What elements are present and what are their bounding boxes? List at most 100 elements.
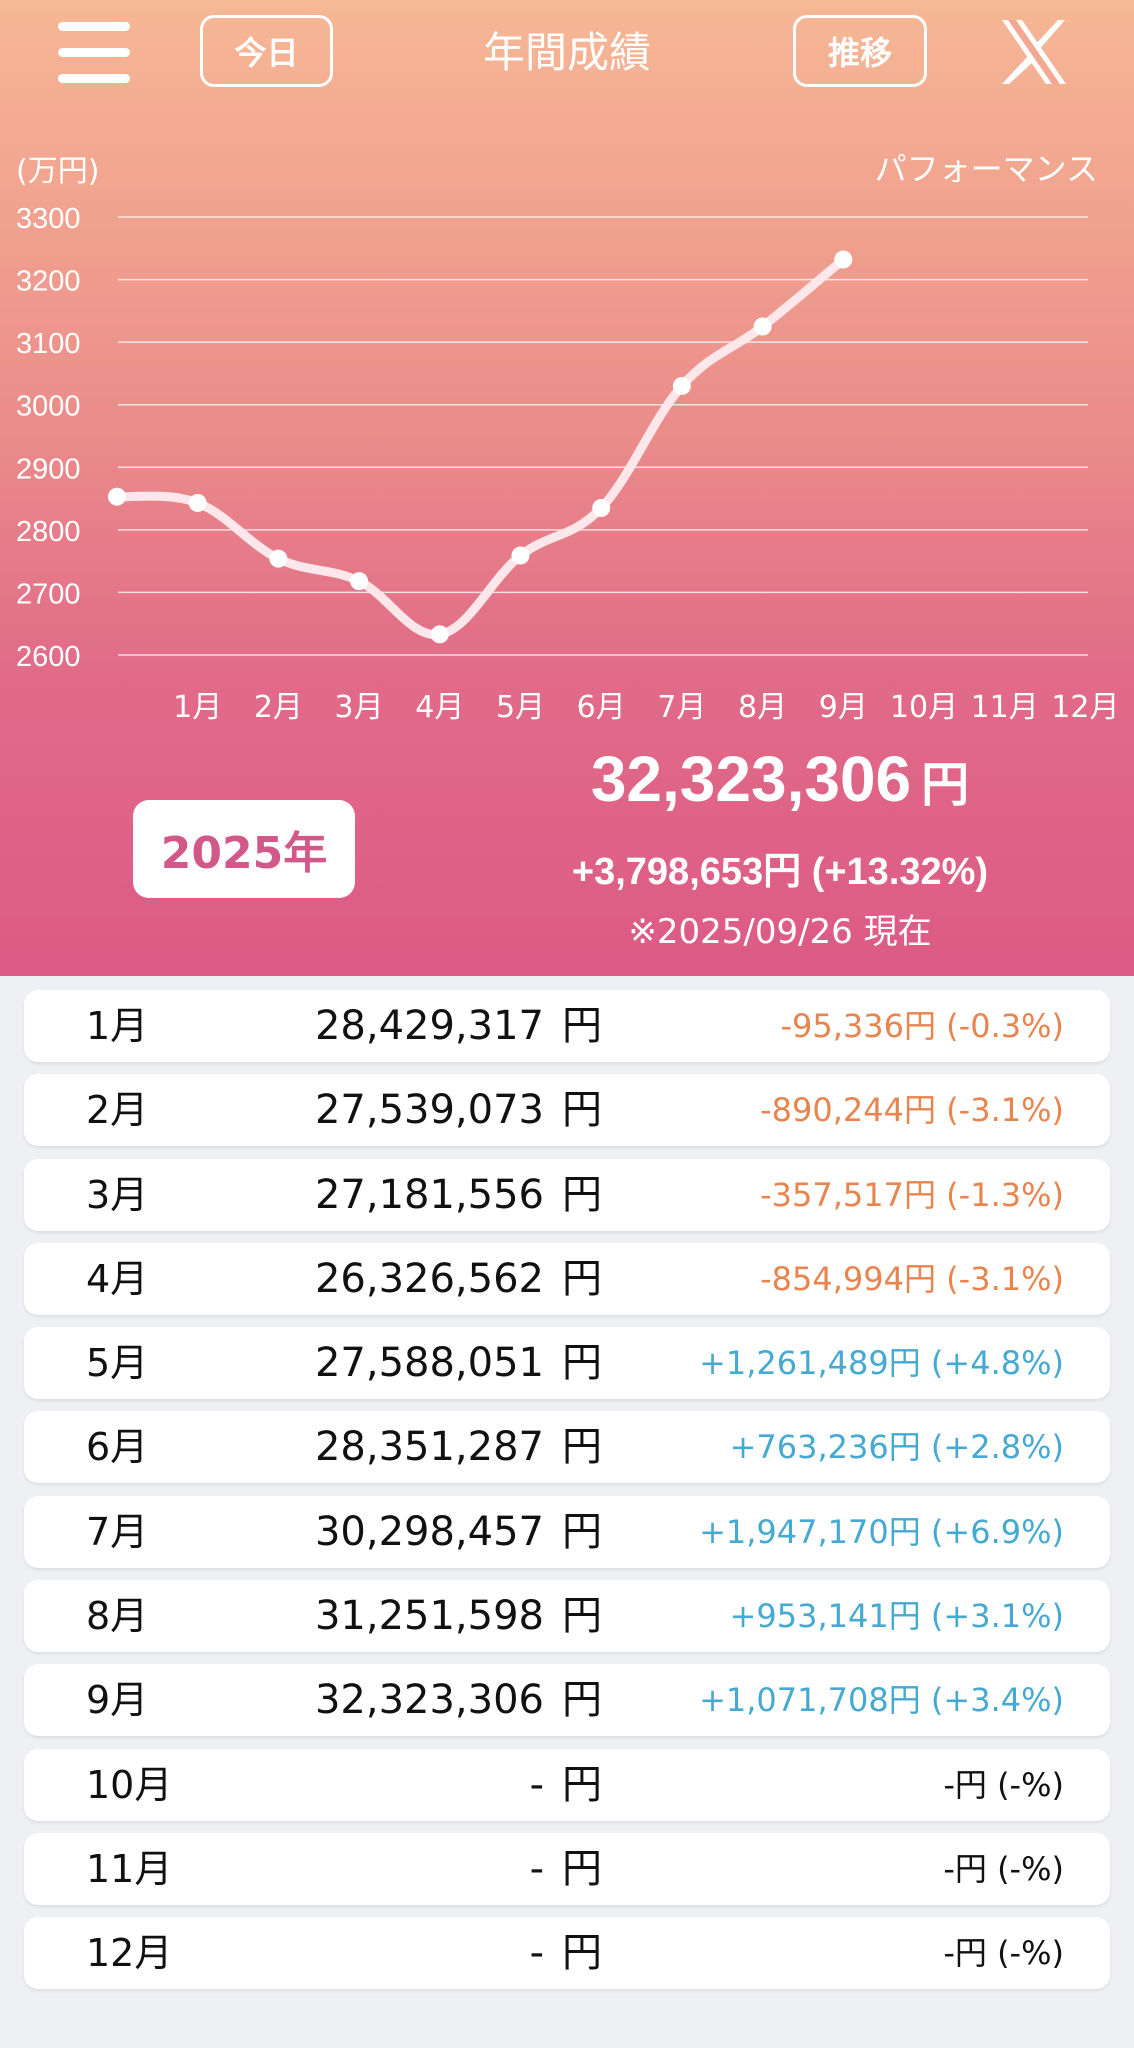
month-change: -円 (-%) <box>943 1934 1064 1973</box>
month-label: 3月 <box>86 1172 149 1217</box>
month-yen: 円 <box>562 1003 602 1049</box>
chart-x-tick-label: 3月 <box>335 690 384 725</box>
month-row[interactable]: 2月 27,539,073 円 -890,244円 (-3.1%) <box>24 1074 1110 1147</box>
month-label: 6月 <box>86 1425 149 1470</box>
month-balance: 26,326,562 <box>314 1255 544 1302</box>
month-yen: 円 <box>562 1930 602 1977</box>
chart-y-tick-label: 2900 <box>16 453 81 485</box>
month-change: -95,336円 (-0.3%) <box>780 1007 1064 1045</box>
performance-header-panel: 今日 年間成績 推移 (万円) パフォーマンス 2600 2700 2800 2900… <box>0 0 1134 976</box>
chart-x-tick-label: 12月 <box>1051 690 1119 725</box>
annual-change: +3,798,653円 (+13.32%) <box>571 851 989 893</box>
month-yen: 円 <box>562 1424 602 1471</box>
chart-x-tick-label: 1月 <box>173 690 222 725</box>
chart-y-tick-label: 3200 <box>16 266 81 298</box>
month-yen: 円 <box>562 1087 602 1134</box>
month-change: +763,236円 (+2.8%) <box>729 1428 1064 1467</box>
month-label: 4月 <box>86 1256 149 1301</box>
month-yen: 円 <box>562 1593 602 1640</box>
hamburger-menu-icon[interactable] <box>58 22 130 84</box>
chart-data-point <box>834 250 853 269</box>
total-balance: 32,323,306 円 <box>540 742 1020 816</box>
chart-data-point <box>350 572 369 591</box>
month-balance: 27,181,556 <box>314 1171 544 1218</box>
chart-y-tick-label: 3000 <box>16 391 81 423</box>
chart-data-point <box>269 549 288 568</box>
month-label: 2月 <box>86 1088 149 1133</box>
chart-data-point <box>188 493 207 512</box>
top-bar: 今日 年間成績 推移 <box>0 0 1134 110</box>
chart-x-tick-label: 4月 <box>415 690 464 725</box>
month-change: +1,947,170円 (+6.9%) <box>699 1512 1064 1551</box>
month-label: 7月 <box>86 1509 149 1554</box>
chart-x-tick-label: 5月 <box>496 690 545 725</box>
month-yen: 円 <box>562 1677 602 1724</box>
x-logo-icon[interactable] <box>998 16 1070 88</box>
month-yen: 円 <box>562 1171 602 1218</box>
month-row[interactable]: 9月 32,323,306 円 +1,071,708円 (+3.4%) <box>24 1664 1110 1737</box>
total-amount: 32,323,306 <box>590 743 912 815</box>
month-row[interactable]: 8月 31,251,598 円 +953,141円 (+3.1%) <box>24 1580 1110 1653</box>
month-balance: 27,588,051 <box>314 1340 544 1387</box>
month-change: +1,071,708円 (+3.4%) <box>699 1681 1064 1720</box>
chart-x-tick-label: 10月 <box>890 690 958 725</box>
month-balance: 28,429,317 <box>314 1003 544 1049</box>
month-balance: 32,323,306 <box>314 1677 544 1724</box>
month-label: 10月 <box>86 1762 173 1807</box>
month-change: +953,141円 (+3.1%) <box>729 1597 1064 1636</box>
month-row[interactable]: 3月 27,181,556 円 -357,517円 (-1.3%) <box>24 1158 1110 1231</box>
chart-legend-label: パフォーマンス <box>874 150 1098 188</box>
month-row[interactable]: 11月 - 円 -円 (-%) <box>24 1832 1110 1905</box>
chart-x-tick-label: 7月 <box>657 690 706 725</box>
chart-series-line <box>112 255 848 639</box>
month-row[interactable]: 12月 - 円 -円 (-%) <box>24 1917 1110 1990</box>
chart-y-tick-label: 3100 <box>16 328 81 360</box>
month-row[interactable]: 4月 26,326,562 円 -854,994円 (-3.1%) <box>24 1242 1110 1315</box>
year-selector-button[interactable]: 2025年 <box>133 800 355 898</box>
month-label: 5月 <box>86 1341 149 1386</box>
chart-data-point <box>108 487 126 506</box>
month-yen: 円 <box>562 1761 602 1808</box>
month-yen: 円 <box>562 1508 602 1555</box>
month-balance: - <box>529 1845 544 1892</box>
chart-y-tick-label: 2800 <box>16 516 81 548</box>
month-row[interactable]: 7月 30,298,457 円 +1,947,170円 (+6.9%) <box>24 1495 1110 1568</box>
chart-x-tick-label: 9月 <box>819 690 868 725</box>
chart-data-point <box>753 317 772 336</box>
page-title: 年間成績 <box>482 28 651 77</box>
total-yen: 円 <box>921 759 970 812</box>
chart-y-tick-label: 2700 <box>16 578 81 610</box>
month-label: 11月 <box>86 1846 173 1891</box>
month-yen: 円 <box>562 1845 602 1892</box>
chart-x-tick-label: 11月 <box>971 690 1039 725</box>
performance-line-chart: 2600 2700 2800 2900 3000 3100 3200 3300 1月 2月 3月 4月… <box>16 203 1119 725</box>
as-of-date: ※2025/09/26 現在 <box>628 912 932 952</box>
month-change: -854,994円 (-3.1%) <box>760 1259 1064 1298</box>
month-balance: - <box>529 1930 544 1977</box>
today-button[interactable]: 今日 <box>200 15 333 87</box>
chart-x-tick-label: 8月 <box>738 690 787 725</box>
chart-y-tick-label: 3300 <box>16 203 81 235</box>
month-change: -890,244円 (-3.1%) <box>760 1091 1064 1130</box>
month-row[interactable]: 10月 - 円 -円 (-%) <box>24 1748 1110 1821</box>
month-row[interactable]: 5月 27,588,051 円 +1,261,489円 (+4.8%) <box>24 1327 1110 1400</box>
month-row[interactable]: 6月 28,351,287 円 +763,236円 (+2.8%) <box>24 1411 1110 1484</box>
month-balance: - <box>529 1761 544 1808</box>
chart-data-point <box>430 625 449 644</box>
chart-data-point <box>592 498 611 517</box>
month-balance: 28,351,287 <box>314 1424 544 1471</box>
monthly-results-list: 1月 28,429,317 円 -95,336円 (-0.3%) 2月 27,539,07… <box>24 990 1110 2002</box>
month-change: -円 (-%) <box>943 1765 1064 1804</box>
month-label: 8月 <box>86 1594 149 1639</box>
trend-button[interactable]: 推移 <box>793 15 927 87</box>
month-yen: 円 <box>562 1340 602 1387</box>
chart-data-point <box>511 546 530 565</box>
month-row[interactable]: 1月 28,429,317 円 -95,336円 (-0.3%) <box>24 990 1110 1062</box>
month-yen: 円 <box>562 1255 602 1302</box>
chart-unit-label: (万円) <box>16 154 100 189</box>
month-balance: 30,298,457 <box>314 1508 544 1555</box>
chart-x-tick-label: 6月 <box>577 690 626 725</box>
month-change: -円 (-%) <box>943 1849 1064 1888</box>
chart-x-tick-label: 2月 <box>254 690 303 725</box>
month-balance: 27,539,073 <box>314 1087 544 1134</box>
